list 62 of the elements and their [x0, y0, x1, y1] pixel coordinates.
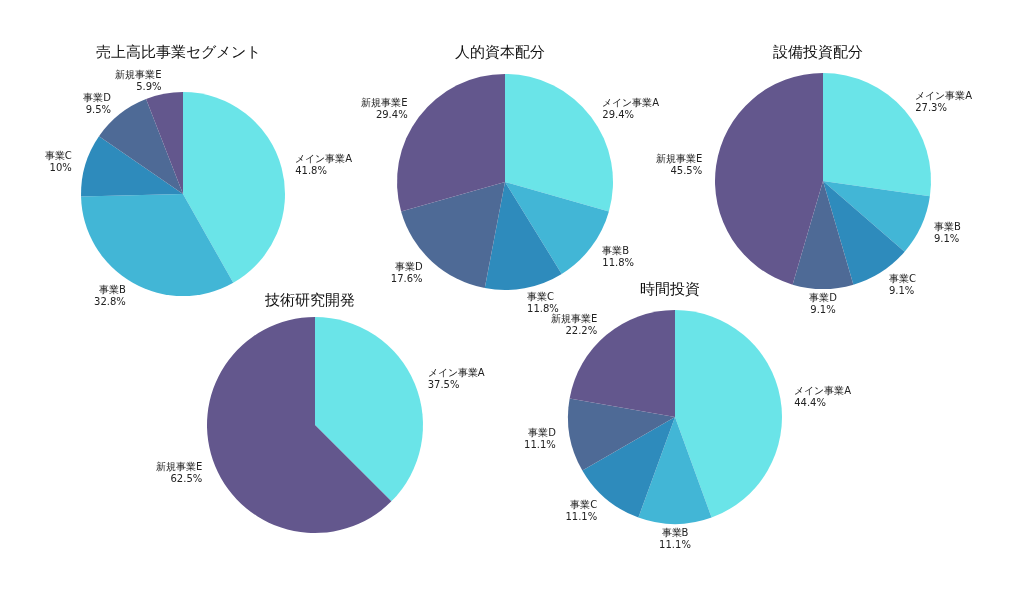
pie-slice — [315, 317, 423, 502]
pie-slice — [823, 181, 930, 252]
data-label: 9.1% — [810, 304, 836, 315]
pie-slice — [675, 310, 782, 518]
slice-label: 事業B — [98, 283, 126, 295]
slice-label: 事業C — [44, 149, 72, 161]
pie-slice — [568, 398, 675, 471]
data-label: 10% — [49, 161, 72, 173]
slice-label: 新規事業E — [550, 313, 598, 325]
data-label: 11.1% — [565, 510, 598, 522]
slice-label: 事業D — [394, 260, 423, 272]
pie-slice — [484, 182, 562, 290]
slice-label: 事業D — [809, 292, 838, 303]
data-label: 5.9% — [136, 80, 162, 92]
slice-label: 事業C — [570, 498, 598, 510]
slice-label: 事業C — [888, 272, 916, 284]
data-label: 11.1% — [659, 539, 691, 550]
data-label: 62.5% — [170, 472, 203, 484]
slice-label: 新規事業E — [155, 460, 203, 472]
data-label: 29.4% — [602, 109, 635, 121]
slice-label: 事業C — [527, 290, 555, 302]
data-label: 11.8% — [602, 256, 635, 268]
pie-slice — [146, 92, 183, 194]
data-label: 11.1% — [524, 439, 556, 451]
slice-label: 事業B — [933, 220, 961, 232]
pie-slice — [715, 73, 823, 285]
data-label: 11.8% — [527, 302, 559, 314]
data-label: 17.6% — [390, 272, 423, 284]
slice-label: メイン事業A — [427, 367, 485, 379]
pie-slice — [792, 181, 854, 289]
data-label: 27.3% — [915, 102, 947, 114]
data-label: 29.4% — [375, 109, 408, 121]
slice-label: 事業D — [528, 427, 557, 439]
data-label: 9.1% — [933, 232, 960, 244]
chart-title: 時間投資 — [640, 280, 700, 298]
data-label: 37.5% — [427, 379, 460, 391]
slice-label: メイン事業A — [915, 90, 973, 102]
pie-slice — [207, 317, 392, 533]
data-label: 32.8% — [94, 295, 126, 307]
chart-title: 設備投資配分 — [772, 42, 864, 63]
pie-slice — [638, 417, 712, 524]
data-label: 41.8% — [295, 165, 327, 177]
slice-label: 新規事業E — [115, 68, 162, 80]
chart-title: 技術研究開発 — [265, 291, 355, 309]
slice-label: メイン事業A — [602, 97, 660, 109]
data-label: 45.5% — [670, 164, 703, 176]
chart-title: 人的資本配分 — [454, 42, 546, 63]
pie-slice — [183, 92, 285, 283]
pie-slice — [81, 194, 234, 296]
slice-label: 事業D — [83, 92, 112, 104]
slice-label: 新規事業E — [361, 97, 408, 109]
slice-label: メイン事業A — [794, 384, 852, 396]
data-label: 44.4% — [794, 396, 826, 408]
slice-label: メイン事業A — [295, 153, 353, 165]
slice-label: 事業B — [661, 527, 689, 538]
data-label: 9.1% — [888, 284, 915, 296]
slice-label: 新規事業E — [655, 152, 703, 164]
pie-slice — [81, 136, 183, 197]
data-label: 9.5% — [85, 104, 112, 116]
data-label: 22.2% — [565, 325, 598, 337]
chart-title: 売上高比事業セグメント — [94, 42, 262, 63]
slice-label: 事業B — [602, 244, 630, 256]
